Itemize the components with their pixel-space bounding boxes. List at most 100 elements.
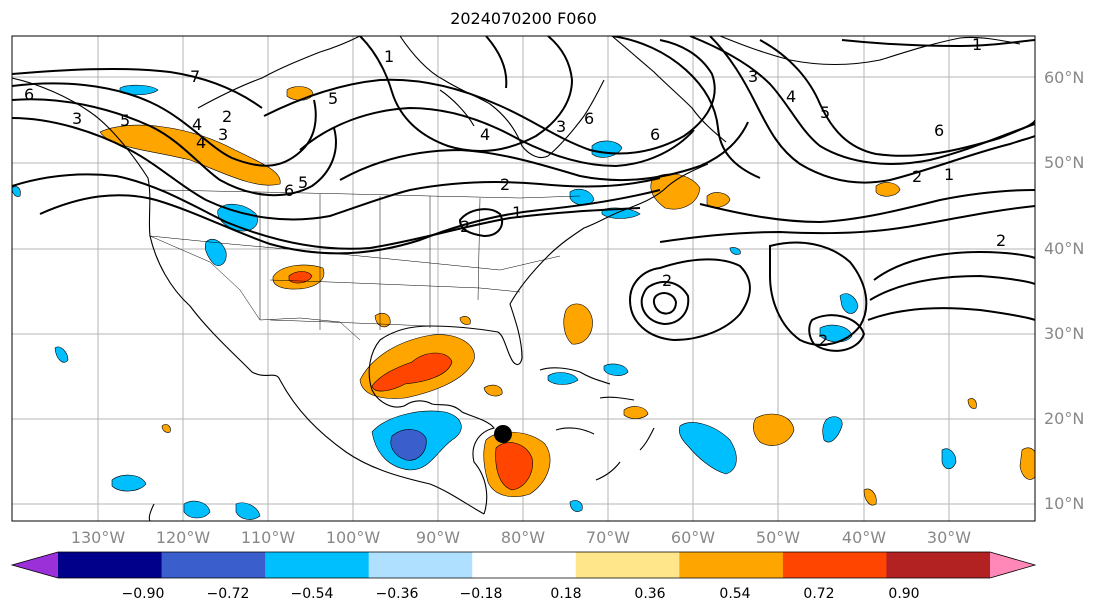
anomaly-negative-caribbean-1 <box>547 372 579 385</box>
contour-label: 2 <box>818 331 828 350</box>
anomaly-negative-atlantic-3 <box>819 324 853 343</box>
anomaly-negative-caribbean-2 <box>603 363 629 376</box>
contour-label: 3 <box>218 125 228 144</box>
lon-label: 130°W <box>70 528 126 547</box>
contour-labels: 6 7 5 4 3 2 1 6 5 4 3 2 1 6 5 4 3 2 1 6 … <box>24 35 1006 350</box>
lon-label: 110°W <box>240 528 296 547</box>
anomaly-negative-small-1 <box>729 247 741 255</box>
contour-label: 1 <box>512 203 522 222</box>
contour-label: 2 <box>500 175 510 194</box>
anomaly-positive-small-4 <box>161 424 171 433</box>
contour-label: 4 <box>480 125 490 144</box>
anomaly-strong-caribbean <box>495 442 533 491</box>
anomaly-positive-east-1 <box>1019 447 1035 480</box>
lat-label: 50°N <box>1044 153 1085 172</box>
coastlines <box>12 36 1021 521</box>
lat-label: 20°N <box>1044 409 1085 428</box>
anomaly-positive-atlantic-2 <box>875 182 901 197</box>
anomaly-negative-small-2 <box>569 500 583 512</box>
contour-label: 4 <box>786 87 796 106</box>
anomaly-positive-atlantic-4 <box>623 406 649 419</box>
lat-label: 60°N <box>1044 68 1085 87</box>
colorbar-tick-label: −0.36 <box>375 586 419 602</box>
lon-label: 100°W <box>325 528 381 547</box>
anomaly-negative-pacific-4 <box>54 346 69 363</box>
colorbar-tick-label: −0.18 <box>459 586 503 602</box>
lon-label: 80°W <box>500 528 546 547</box>
anomaly-strong-negative-mexico <box>390 429 427 461</box>
lon-label: 40°W <box>841 528 887 547</box>
anomaly-negative-pacific-5 <box>12 186 21 197</box>
colorbar-segment <box>368 552 473 578</box>
contour-label: 4 <box>196 133 206 152</box>
anomaly-strong-gulf <box>371 352 453 392</box>
colorbar-segment <box>575 552 680 578</box>
contour-label: 5 <box>120 111 130 130</box>
colorbar-segment <box>58 552 163 578</box>
colorbar-tick-label: −0.72 <box>206 586 250 602</box>
colorbar-extend-min <box>12 552 58 578</box>
contour-label: 7 <box>190 67 200 86</box>
contour-label: 2 <box>996 231 1006 250</box>
contour-label: 6 <box>24 85 34 104</box>
anomaly-positive-small-3 <box>967 398 977 409</box>
contour-label: 5 <box>298 173 308 192</box>
colorbar-tick-label: 0.90 <box>888 586 920 602</box>
anomaly-negative-nevada <box>204 239 227 266</box>
contour-label: 6 <box>284 181 294 200</box>
anomaly-positive-nova-scotia <box>650 173 701 210</box>
colorbar-outline <box>10 551 1037 579</box>
lon-label: 30°W <box>926 528 972 547</box>
political-borders <box>149 189 581 341</box>
colorbar-segment <box>265 552 370 578</box>
lon-label: 50°W <box>755 528 801 547</box>
contours <box>12 36 1035 352</box>
contour-label: 3 <box>72 109 82 128</box>
anomaly-positive-small-5 <box>483 384 503 397</box>
anomaly-negative-atlantic-6 <box>941 448 957 470</box>
anomaly-negative-pacific-2 <box>183 500 211 519</box>
colorbar-tick-label: −0.54 <box>290 586 334 602</box>
contour-label: 6 <box>934 121 944 140</box>
colorbar-segment <box>679 552 784 578</box>
colorbar-segment <box>886 552 991 578</box>
anomaly-negative-pacific-1 <box>111 474 147 492</box>
colorbar-tick-label: 0.36 <box>634 586 666 602</box>
colorbar-extend-max <box>990 552 1035 578</box>
anomaly-positive-small-2 <box>459 316 471 325</box>
contour-label: 1 <box>972 35 982 54</box>
map-title: 2024070200 F060 <box>450 9 597 28</box>
anomaly-negative-idaho <box>217 203 258 232</box>
anomaly-positive-hudson <box>286 86 314 101</box>
colorbar-segment <box>472 552 577 578</box>
anomaly-negative-atlantic-4 <box>678 422 737 475</box>
colorbar-segment <box>161 552 266 578</box>
anomaly-positive-small-1 <box>374 312 391 328</box>
anomaly-positive-atlantic-3 <box>753 413 795 446</box>
anomaly-positive-florida-east <box>563 303 593 345</box>
lon-label: 70°W <box>585 528 631 547</box>
storm-center-marker <box>494 425 512 443</box>
plot-frame <box>11 35 1036 522</box>
contour-label: 3 <box>748 67 758 86</box>
contour-label: 2 <box>662 271 672 290</box>
anomaly-positive-east-2 <box>863 488 877 506</box>
anomaly-negative-new-england <box>569 188 595 206</box>
colorbar-tick-label: 0.54 <box>719 586 751 602</box>
anomaly-negative-atlantic-5 <box>822 416 843 443</box>
colorbar-tick-label: 0.72 <box>803 586 835 602</box>
contour-label: 5 <box>820 103 830 122</box>
weather-map: 6 7 5 4 3 2 1 6 5 4 3 2 1 6 5 4 3 2 1 6 … <box>11 35 1036 522</box>
contour-label: 6 <box>584 109 594 128</box>
contour-label: 2 <box>912 167 922 186</box>
contour-label: 3 <box>556 117 566 136</box>
lon-label: 90°W <box>415 528 461 547</box>
anomaly-negative-atlantic-2 <box>839 293 859 314</box>
lat-label: 40°N <box>1044 239 1085 258</box>
anomaly-negative-pacific-3 <box>235 502 261 520</box>
colorbar-tick-label: −0.90 <box>121 586 165 602</box>
colorbar-segment <box>782 552 887 578</box>
gridlines <box>12 36 1035 521</box>
contour-label: 1 <box>384 47 394 66</box>
contour-label: 4 <box>192 115 202 134</box>
